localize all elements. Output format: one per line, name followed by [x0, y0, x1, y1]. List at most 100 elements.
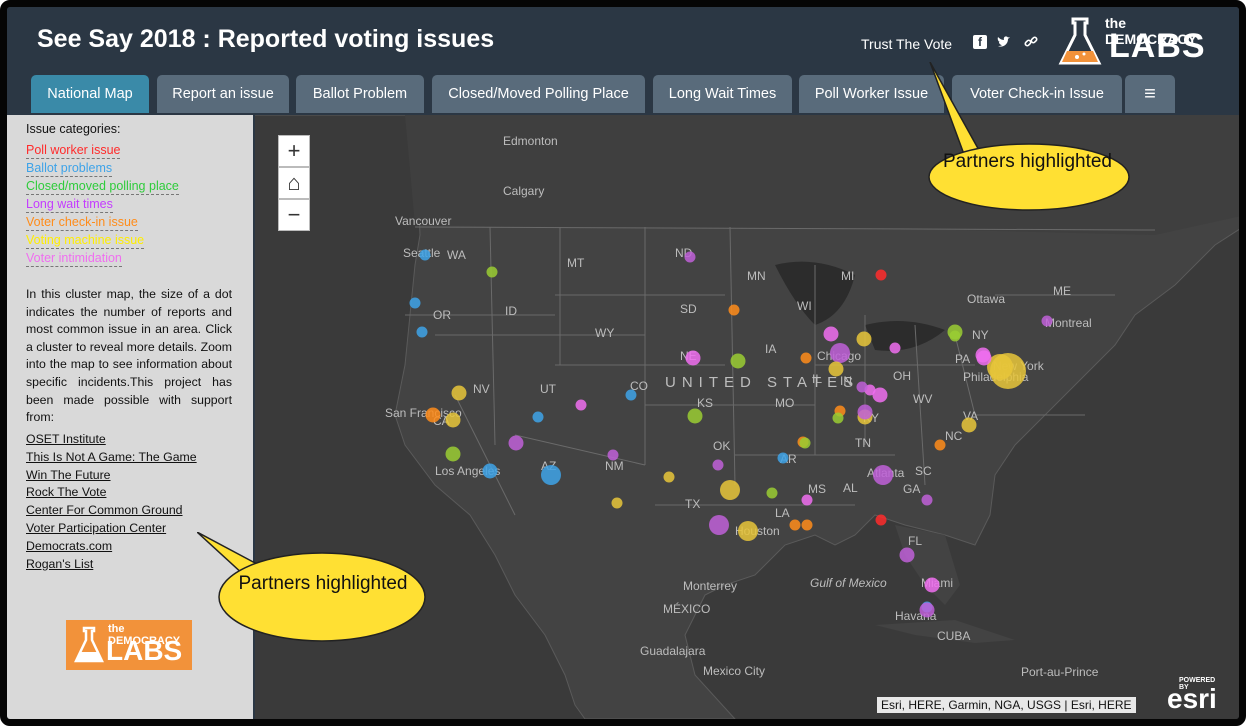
issue-cluster[interactable] [687, 408, 703, 424]
issue-cluster[interactable] [425, 407, 441, 423]
partner-link-7[interactable]: Rogan's List [26, 556, 94, 571]
category-long-wait-times[interactable]: Long wait times [26, 197, 113, 213]
issue-cluster[interactable] [857, 404, 873, 420]
issue-clusters[interactable] [409, 249, 1053, 618]
tab-ballot-problem[interactable]: Ballot Problem [296, 75, 424, 113]
partner-link[interactable]: Trust The Vote [861, 36, 953, 52]
partner-link-0[interactable]: OSET Institute [26, 432, 106, 446]
facebook-icon[interactable]: f [973, 35, 987, 49]
tab-national-map[interactable]: National Map [31, 75, 149, 113]
issue-cluster[interactable] [828, 361, 844, 377]
issue-cluster[interactable] [685, 350, 701, 366]
category-voter-check-in-issue[interactable]: Voter check-in issue [26, 215, 138, 231]
issue-cluster[interactable] [832, 412, 844, 424]
basemap[interactable]: EdmontonCalgaryVancouverSeattleWAORIDMTN… [255, 115, 1246, 719]
issue-cluster[interactable] [899, 547, 915, 563]
partner-link-5[interactable]: Voter Participation Center [26, 521, 167, 535]
twitter-icon[interactable] [997, 35, 1011, 49]
issue-cluster[interactable] [766, 487, 778, 499]
issue-cluster[interactable] [486, 266, 498, 278]
issue-cluster[interactable] [801, 519, 813, 531]
issue-cluster[interactable] [873, 465, 893, 485]
issue-cluster[interactable] [451, 385, 467, 401]
issue-cluster[interactable] [856, 381, 868, 393]
issue-cluster[interactable] [799, 437, 811, 449]
issue-cluster[interactable] [872, 387, 888, 403]
issue-cluster[interactable] [801, 494, 813, 506]
issue-cluster[interactable] [800, 352, 812, 364]
tab-report-issue[interactable]: Report an issue [157, 75, 289, 113]
issue-cluster[interactable] [961, 417, 977, 433]
issue-cluster[interactable] [947, 324, 963, 340]
issue-cluster[interactable] [720, 480, 740, 500]
issue-cluster[interactable] [919, 602, 935, 618]
state-borders [405, 226, 1156, 516]
map-label: MO [775, 396, 794, 410]
issue-cluster[interactable] [976, 350, 992, 366]
issue-cluster[interactable] [924, 577, 940, 593]
tab-closed-polling-place[interactable]: Closed/Moved Polling Place [432, 75, 645, 113]
issue-cluster[interactable] [607, 449, 619, 461]
zoom-out-button[interactable]: − [278, 199, 310, 231]
link-icon[interactable] [1024, 35, 1038, 49]
issue-cluster[interactable] [416, 326, 428, 338]
tab-poll-worker-issue[interactable]: Poll Worker Issue [799, 75, 944, 113]
sidebar-logo-small-text: the DEMOCRACY [108, 623, 181, 647]
category-ballot-problems[interactable]: Ballot problems [26, 161, 113, 177]
partner-link-2[interactable]: Win The Future [26, 467, 111, 482]
issue-cluster[interactable] [709, 515, 729, 535]
issue-cluster[interactable] [990, 353, 1026, 389]
issue-cluster[interactable] [482, 463, 498, 479]
issue-cluster[interactable] [830, 343, 850, 363]
issue-cluster[interactable] [856, 331, 872, 347]
issue-cluster[interactable] [738, 521, 758, 541]
map-label: Gulf of Mexico [810, 576, 887, 590]
sidebar-democracy-labs-logo[interactable]: the DEMOCRACY LABS [66, 620, 192, 670]
category-closed-moved-polling-place[interactable]: Closed/moved polling place [26, 179, 179, 195]
flask-icon [1058, 17, 1102, 65]
issue-cluster[interactable] [875, 269, 887, 281]
tab-more-menu-icon[interactable]: ≡ [1125, 75, 1175, 113]
issue-cluster[interactable] [445, 446, 461, 462]
powered-by-text: POWERED BY [1179, 677, 1216, 691]
democracy-labs-logo[interactable]: the DEMOCRACY LABS [1057, 13, 1217, 71]
zoom-in-button[interactable]: + [278, 135, 310, 167]
issue-cluster[interactable] [663, 471, 675, 483]
issue-cluster[interactable] [541, 465, 561, 485]
partner-link-6[interactable]: Democrats.com [26, 538, 113, 553]
tab-long-wait-times[interactable]: Long Wait Times [653, 75, 792, 113]
issue-cluster[interactable] [575, 399, 587, 411]
partner-link-1[interactable]: This Is Not A Game: The Game [26, 449, 197, 464]
tab-voter-check-in-issue[interactable]: Voter Check-in Issue [952, 75, 1122, 113]
issue-cluster[interactable] [730, 353, 746, 369]
issue-cluster[interactable] [823, 326, 839, 342]
issue-cluster[interactable] [684, 251, 696, 263]
issue-cluster[interactable] [777, 452, 789, 464]
land-north-america [255, 115, 1239, 719]
issue-cluster[interactable] [934, 439, 946, 451]
issue-cluster[interactable] [875, 514, 887, 526]
issue-cluster[interactable] [611, 497, 623, 509]
issue-cluster[interactable] [625, 389, 637, 401]
issue-cluster[interactable] [889, 342, 901, 354]
issue-cluster[interactable] [712, 459, 724, 471]
map-label: CUBA [937, 629, 970, 643]
issue-cluster[interactable] [728, 304, 740, 316]
issue-cluster[interactable] [409, 297, 421, 309]
category-voting-machine-issue[interactable]: Voting machine issue [26, 233, 145, 249]
issue-cluster[interactable] [445, 412, 461, 428]
partner-link-4[interactable]: Center For Common Ground [26, 503, 183, 518]
map-view[interactable]: EdmontonCalgaryVancouverSeattleWAORIDMTN… [255, 115, 1246, 719]
home-button[interactable]: ⌂ [278, 167, 310, 199]
issue-cluster[interactable] [508, 435, 524, 451]
issue-cluster[interactable] [419, 249, 431, 261]
issue-cluster[interactable] [532, 411, 544, 423]
issue-cluster[interactable] [789, 519, 801, 531]
category-poll-worker-issue[interactable]: Poll worker issue [26, 143, 121, 159]
issue-cluster[interactable] [921, 494, 933, 506]
partner-link-3[interactable]: Rock The Vote [26, 485, 107, 500]
map-label: IN [840, 374, 852, 388]
issue-cluster[interactable] [1041, 315, 1053, 327]
category-voter-intimidation[interactable]: Voter intimidation [26, 251, 122, 267]
